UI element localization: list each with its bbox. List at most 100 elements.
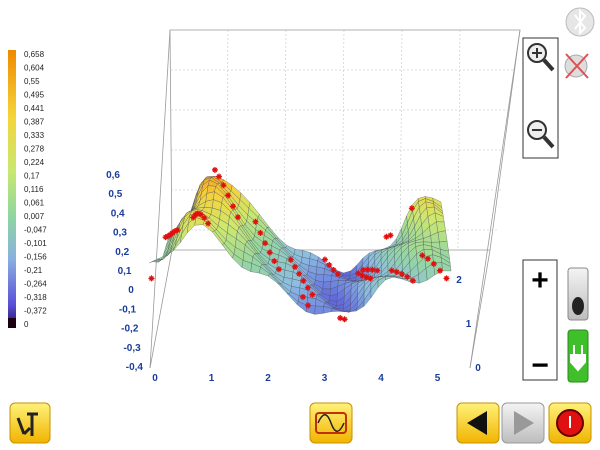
- sample-point: [262, 240, 269, 247]
- sample-point: [192, 211, 199, 218]
- colorbar-label: 0,116: [24, 185, 44, 194]
- zoom-in-button[interactable]: [527, 43, 555, 72]
- colorbar-label: -0,21: [24, 266, 43, 275]
- axis-labels: 0,6 0,5 0,4 0,3 0,2 0,1 0 -0,1 -0,2 -0,3 -0,4 0 1 2 3 4…: [106, 170, 481, 384]
- sample-point: [300, 277, 307, 284]
- colorbar-label: -0,156: [24, 253, 47, 262]
- sample-point: [164, 233, 171, 240]
- battery-icon: [567, 267, 589, 321]
- colorbar: [8, 50, 16, 318]
- surface-cell: [322, 281, 332, 290]
- x-tick-label: 1: [209, 373, 215, 384]
- plus-button[interactable]: +: [531, 264, 549, 297]
- sample-point: [220, 182, 227, 189]
- x-tick-label: 3: [322, 373, 328, 384]
- bluetooth-glyph: [574, 8, 587, 36]
- z-tick-label: -0,1: [119, 304, 137, 315]
- sample-point: [404, 273, 411, 280]
- sample-point: [387, 232, 394, 239]
- sample-points: [148, 166, 450, 323]
- z-tick-label: 0: [128, 285, 134, 296]
- x-tick-label: 2: [265, 373, 271, 384]
- y-tick-label: 0: [475, 363, 481, 374]
- tool-button[interactable]: [9, 402, 51, 444]
- colorbar-label: 0,224: [24, 158, 45, 167]
- charging-icon: [567, 329, 589, 383]
- sample-point: [174, 227, 181, 234]
- colorbar-label: 0,007: [24, 212, 45, 221]
- colorbar-label: 0,061: [24, 199, 45, 208]
- sample-point: [215, 173, 222, 180]
- grid-line: [225, 29, 229, 251]
- z-tick-label: -0,2: [121, 324, 139, 335]
- waveform-button[interactable]: [309, 402, 353, 444]
- sample-point: [257, 229, 264, 236]
- sample-point: [388, 267, 395, 274]
- plus-minus-panel: [522, 259, 558, 381]
- sample-point: [430, 260, 437, 267]
- minus-button[interactable]: −: [531, 349, 549, 382]
- surface-cell: [401, 278, 411, 283]
- grid-line: [399, 29, 403, 251]
- sample-point: [334, 271, 341, 278]
- sample-point: [194, 210, 201, 217]
- sample-point: [304, 284, 311, 291]
- sample-point: [205, 220, 212, 227]
- surface-cell: [314, 305, 324, 315]
- colorbar-label: -0,047: [24, 226, 47, 235]
- previous-button[interactable]: [456, 402, 500, 444]
- grid-line: [457, 29, 461, 251]
- colorbar-label: 0: [24, 320, 29, 329]
- sample-point: [271, 258, 278, 265]
- colorbar-end: [8, 318, 16, 328]
- surface-cell: [323, 274, 332, 283]
- next-button[interactable]: [501, 402, 545, 444]
- sample-point: [299, 293, 306, 300]
- sample-point: [364, 266, 371, 273]
- z-tick-label: 0,1: [118, 266, 132, 277]
- sample-point: [355, 270, 362, 277]
- colorbar-label: -0,372: [24, 307, 47, 316]
- zoom-out-button[interactable]: [527, 120, 555, 149]
- colorbar-label: 0,55: [24, 77, 40, 86]
- sample-point: [367, 275, 374, 282]
- stop-button[interactable]: [548, 402, 592, 444]
- surface-cell: [385, 276, 395, 281]
- colorbar-label: 0,387: [24, 118, 45, 127]
- plot-grid: [171, 29, 513, 251]
- z-tick-label: -0,3: [123, 343, 141, 354]
- y-tick-label: 1: [466, 319, 472, 330]
- sample-point: [211, 166, 218, 173]
- sample-point: [424, 255, 431, 262]
- grid-line: [341, 29, 345, 251]
- sample-point: [363, 274, 370, 281]
- sample-point: [419, 252, 426, 259]
- sample-point: [148, 275, 155, 282]
- z-tick-label: 0,2: [115, 247, 129, 258]
- sample-point: [225, 192, 232, 199]
- sample-point: [197, 211, 204, 218]
- sample-point: [287, 256, 294, 263]
- sample-point: [374, 267, 381, 274]
- grid-line: [283, 29, 287, 251]
- sample-point: [383, 233, 390, 240]
- z-tick-label: -0,4: [126, 362, 144, 373]
- x-tick-label: 4: [378, 373, 384, 384]
- surface: [149, 176, 452, 315]
- sample-point: [309, 291, 316, 298]
- colorbar-label: 0,658: [24, 50, 45, 59]
- sample-point: [360, 266, 367, 273]
- x-tick-label: 5: [435, 373, 441, 384]
- sample-point: [201, 214, 208, 221]
- z-tick-label: 0,4: [111, 208, 125, 219]
- sample-point: [296, 270, 303, 277]
- disabled-icon[interactable]: [564, 53, 589, 79]
- sample-point: [305, 302, 312, 309]
- colorbar-label: 0,495: [24, 91, 45, 100]
- colorbar-label: 0,278: [24, 145, 45, 154]
- sample-point: [359, 272, 366, 279]
- surface-cell: [437, 230, 448, 243]
- colorbar-label: 0,17: [24, 172, 40, 181]
- sample-point: [437, 267, 444, 274]
